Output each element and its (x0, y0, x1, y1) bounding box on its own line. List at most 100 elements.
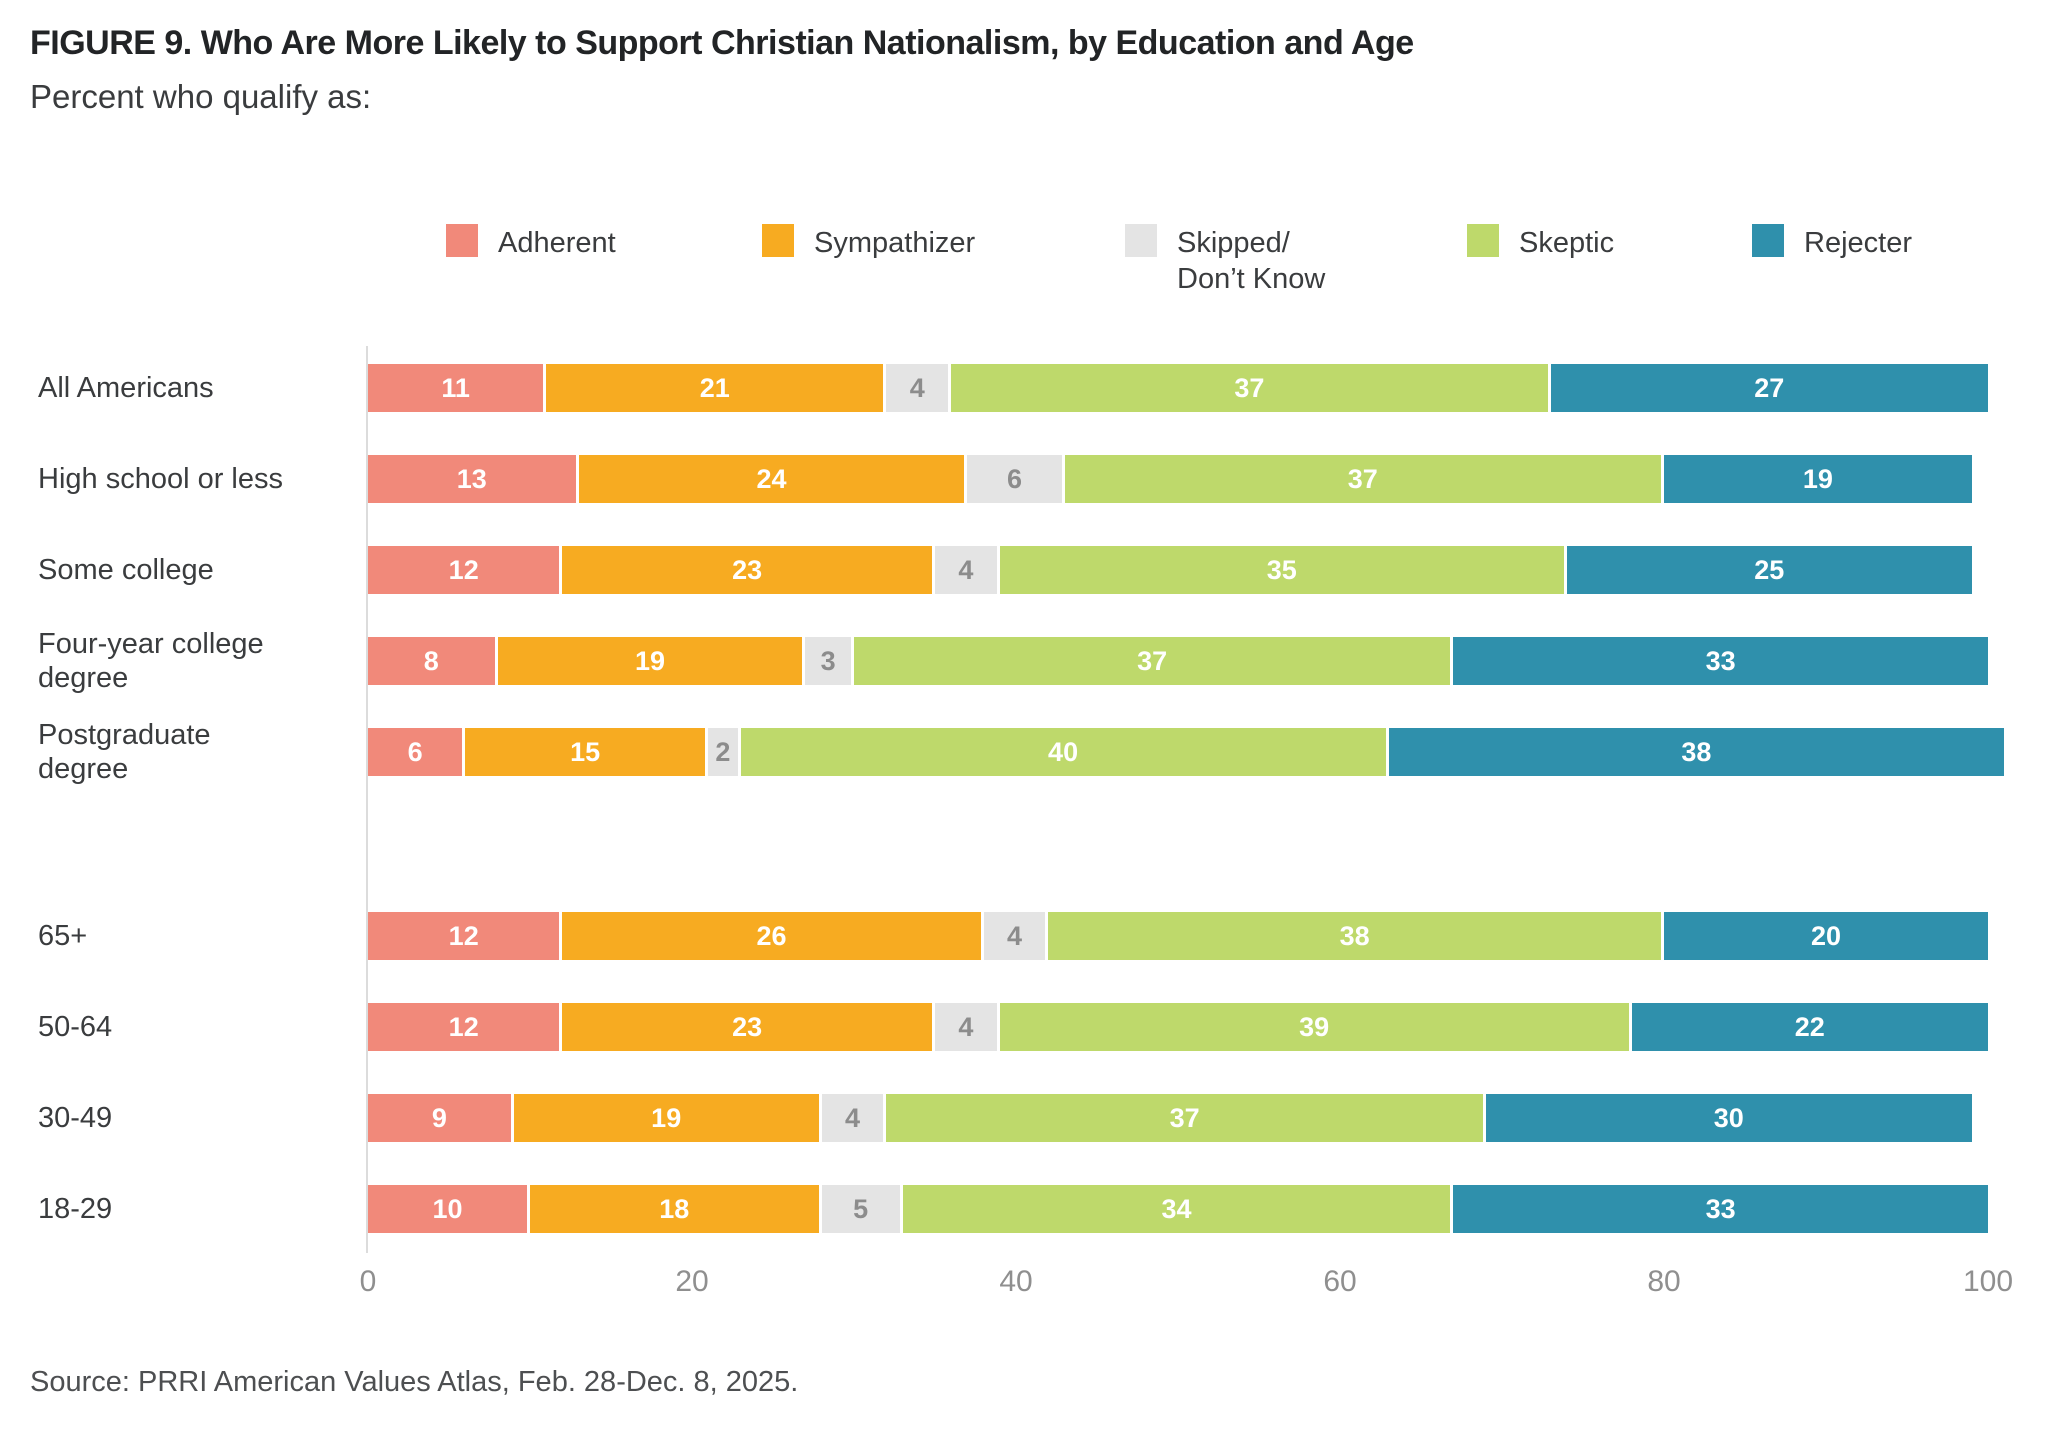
figure-title: FIGURE 9. Who Are More Likely to Support… (30, 24, 1414, 62)
legend-swatch-icon (762, 224, 794, 257)
x-axis-ticks: 0 20 40 60 80 100 (0, 1265, 2063, 1305)
stacked-bar: 12 23 4 35 25 (368, 546, 1972, 594)
bar-segment: 37 (1064, 455, 1664, 503)
bar-row: 18-29 10 18 5 34 33 (0, 1185, 2063, 1233)
legend-swatch-icon (1752, 224, 1784, 257)
bar-segment: 33 (1453, 637, 1988, 685)
bar-segment: 37 (853, 637, 1454, 685)
bar-segment: 33 (1453, 1185, 1988, 1233)
category-label: 30-49 (38, 1101, 113, 1134)
x-tick-label: 80 (1647, 1265, 1681, 1298)
bar-segment: 22 (1631, 1003, 1988, 1051)
bar-segment: 10 (368, 1185, 530, 1233)
x-tick-label: 40 (999, 1265, 1033, 1298)
bar-row: High school or less 13 24 6 37 19 (0, 455, 2063, 503)
bar-segment: 4 (934, 546, 1000, 594)
legend-label: Skeptic (1519, 227, 1615, 259)
bar-segment: 39 (999, 1003, 1632, 1051)
stacked-bar: 13 24 6 37 19 (368, 455, 1972, 503)
stacked-bar: 10 18 5 34 33 (368, 1185, 1988, 1233)
legend-item: Rejecter (1752, 224, 1912, 261)
bar-segment: 6 (368, 728, 466, 776)
legend-label: Skipped/ Don’t Know (1177, 227, 1326, 296)
legend: Adherent Sympathizer Skipped/ Don’t Know Sk… (0, 224, 2063, 334)
bar-segment: 4 (886, 364, 952, 412)
x-tick-label: 60 (1323, 1265, 1357, 1298)
stacked-bar: 6 15 2 40 38 (368, 728, 2005, 776)
legend-label: Rejecter (1804, 227, 1912, 259)
category-label: 65+ (38, 919, 88, 952)
bar-row: Some college 12 23 4 35 25 (0, 546, 2063, 594)
source-note: Source: PRRI American Values Atlas, Feb.… (30, 1366, 799, 1398)
bar-row: Four-year college degree 8 19 3 37 33 (0, 628, 2063, 694)
bar-segment: 4 (934, 1003, 1000, 1051)
bar-segment: 5 (821, 1185, 903, 1233)
stacked-bar: 12 23 4 39 22 (368, 1003, 1988, 1051)
bar-segment: 4 (983, 912, 1049, 960)
bar-row: 50-64 12 23 4 39 22 (0, 1003, 2063, 1051)
bar-segment: 40 (740, 728, 1389, 776)
bar-segment: 19 (1663, 455, 1972, 503)
bar-segment: 35 (999, 546, 1567, 594)
bar-segment: 21 (546, 364, 887, 412)
bar-segment: 9 (368, 1094, 514, 1142)
bar-segment: 23 (562, 546, 935, 594)
stacked-bar: 8 19 3 37 33 (368, 637, 1988, 685)
bar-segment: 37 (886, 1094, 1486, 1142)
bar-segment: 12 (368, 546, 563, 594)
bar-row: All Americans 11 21 4 37 27 (0, 364, 2063, 412)
legend-item: Skipped/ Don’t Know (1125, 224, 1325, 298)
bar-segment: 2 (708, 728, 741, 776)
bar-segment: 18 (530, 1185, 822, 1233)
bar-segment: 8 (368, 637, 498, 685)
bar-segment: 12 (368, 912, 563, 960)
legend-label: Sympathizer (814, 227, 976, 259)
category-label: Four-year college degree (38, 627, 264, 694)
category-label: All Americans (38, 371, 214, 404)
category-label: 50-64 (38, 1010, 113, 1043)
bar-segment: 26 (562, 912, 984, 960)
bar-segment: 37 (951, 364, 1551, 412)
legend-label: Adherent (498, 227, 616, 259)
category-label: High school or less (38, 462, 283, 495)
bar-segment: 30 (1485, 1094, 1972, 1142)
bar-segment: 20 (1663, 912, 1988, 960)
group-spacer (0, 819, 2063, 912)
bar-segment: 19 (513, 1094, 822, 1142)
bar-segment: 15 (465, 728, 709, 776)
bar-segment: 24 (578, 455, 968, 503)
bar-row: 30-49 9 19 4 37 30 (0, 1094, 2063, 1142)
x-tick-label: 100 (1962, 1265, 2014, 1298)
legend-swatch-icon (446, 224, 478, 257)
bar-segment: 34 (902, 1185, 1454, 1233)
bar-segment: 38 (1388, 728, 2005, 776)
figure-subtitle: Percent who qualify as: (30, 78, 372, 115)
x-tick-label: 20 (675, 1265, 709, 1298)
stacked-bar: 9 19 4 37 30 (368, 1094, 1972, 1142)
bar-row: Postgraduate degree 6 15 2 40 38 (0, 719, 2063, 785)
stacked-bar: 11 21 4 37 27 (368, 364, 1988, 412)
bar-rows: All Americans 11 21 4 37 27 High school or les… (0, 364, 2063, 1276)
legend-item: Skeptic (1467, 224, 1614, 261)
bar-segment: 27 (1550, 364, 1988, 412)
bar-segment: 3 (805, 637, 854, 685)
legend-swatch-icon (1467, 224, 1499, 257)
y-axis-line (366, 346, 368, 1253)
stacked-bar: 12 26 4 38 20 (368, 912, 1988, 960)
legend-item: Adherent (446, 224, 616, 261)
bar-segment: 19 (497, 637, 806, 685)
category-label: Some college (38, 553, 214, 586)
bar-segment: 25 (1566, 546, 1972, 594)
bar-segment: 6 (967, 455, 1065, 503)
legend-item: Sympathizer (762, 224, 975, 261)
legend-swatch-icon (1125, 224, 1157, 257)
bar-segment: 11 (368, 364, 547, 412)
bar-row: 65+ 12 26 4 38 20 (0, 912, 2063, 960)
bar-segment: 12 (368, 1003, 563, 1051)
bar-segment: 38 (1048, 912, 1664, 960)
bar-segment: 13 (368, 455, 579, 503)
bar-segment: 23 (562, 1003, 935, 1051)
category-label: 18-29 (38, 1192, 113, 1225)
